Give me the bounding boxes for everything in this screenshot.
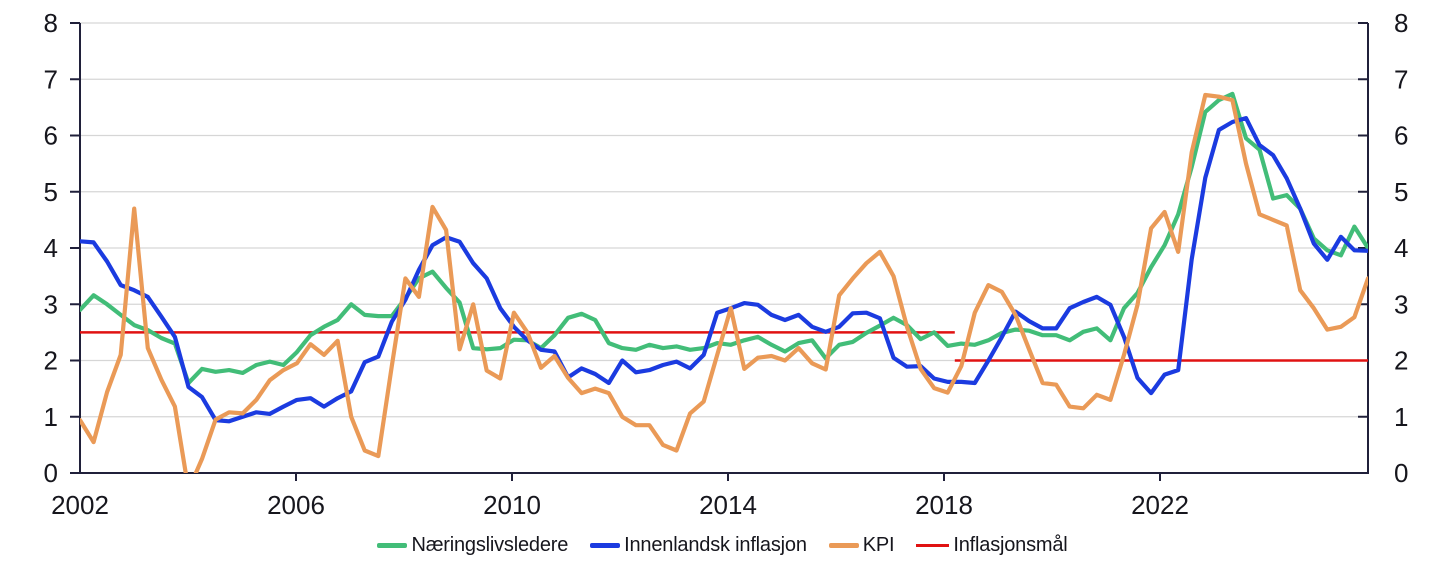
x-axis-label-2006: 2006 xyxy=(267,490,325,520)
y-axis-label-right-7: 7 xyxy=(1394,64,1408,94)
x-axis-label-2014: 2014 xyxy=(699,490,757,520)
legend-item-naeringslivsledere: Næringslivsledere xyxy=(377,534,568,557)
y-axis-label-right-5: 5 xyxy=(1394,177,1408,207)
series-line-naeringslivsledere xyxy=(80,91,1368,386)
y-axis-label-left-4: 4 xyxy=(44,233,58,263)
y-axis-label-right-2: 2 xyxy=(1394,346,1408,376)
x-axis-label-2002: 2002 xyxy=(51,490,109,520)
x-axis-label-2018: 2018 xyxy=(915,490,973,520)
y-axis-label-right-6: 6 xyxy=(1394,121,1408,151)
y-axis-label-left-1: 1 xyxy=(44,402,58,432)
legend-label-naeringslivsledere: Næringslivsledere xyxy=(411,534,569,556)
y-axis-label-left-6: 6 xyxy=(44,121,58,151)
series-line-kpi xyxy=(80,92,1368,473)
legend-label-inflasjonsmaal: Inflasjonsmål xyxy=(953,534,1068,556)
legend-item-inflasjonsmaal: Inflasjonsmål xyxy=(916,534,1068,557)
legend-swatch-inflasjonsmaal xyxy=(916,544,950,547)
y-axis-label-left-5: 5 xyxy=(44,177,58,207)
y-axis-label-right-4: 4 xyxy=(1394,233,1408,263)
legend-swatch-kpi xyxy=(828,543,859,548)
y-axis-label-right-3: 3 xyxy=(1394,289,1408,319)
x-axis-label-2010: 2010 xyxy=(483,490,541,520)
y-axis-label-left-7: 7 xyxy=(44,64,58,94)
y-axis-label-left-3: 3 xyxy=(44,289,58,319)
legend-label-innenlandsk-inflasjon: Innenlandsk inflasjon xyxy=(624,534,807,556)
legend-swatch-innenlandsk-inflasjon xyxy=(590,543,621,548)
y-axis-label-right-8: 8 xyxy=(1394,8,1408,38)
y-axis-label-right-0: 0 xyxy=(1394,458,1408,488)
x-axis-label-2022: 2022 xyxy=(1131,490,1189,520)
legend-item-innenlandsk-inflasjon: Innenlandsk inflasjon xyxy=(590,534,807,557)
y-axis-label-left-0: 0 xyxy=(44,458,58,488)
series-line-innenlandsk-inflasjon xyxy=(80,116,1368,424)
y-axis-label-right-1: 1 xyxy=(1394,402,1408,432)
legend-item-kpi: KPI xyxy=(828,534,895,557)
legend-label-kpi: KPI xyxy=(862,534,895,556)
chart-legend: Næringslivsledere Innenlandsk inflasjon KP… xyxy=(0,534,1445,557)
legend-swatch-naeringslivsledere xyxy=(377,543,408,548)
y-axis-label-left-2: 2 xyxy=(44,346,58,376)
y-axis-label-left-8: 8 xyxy=(44,8,58,38)
